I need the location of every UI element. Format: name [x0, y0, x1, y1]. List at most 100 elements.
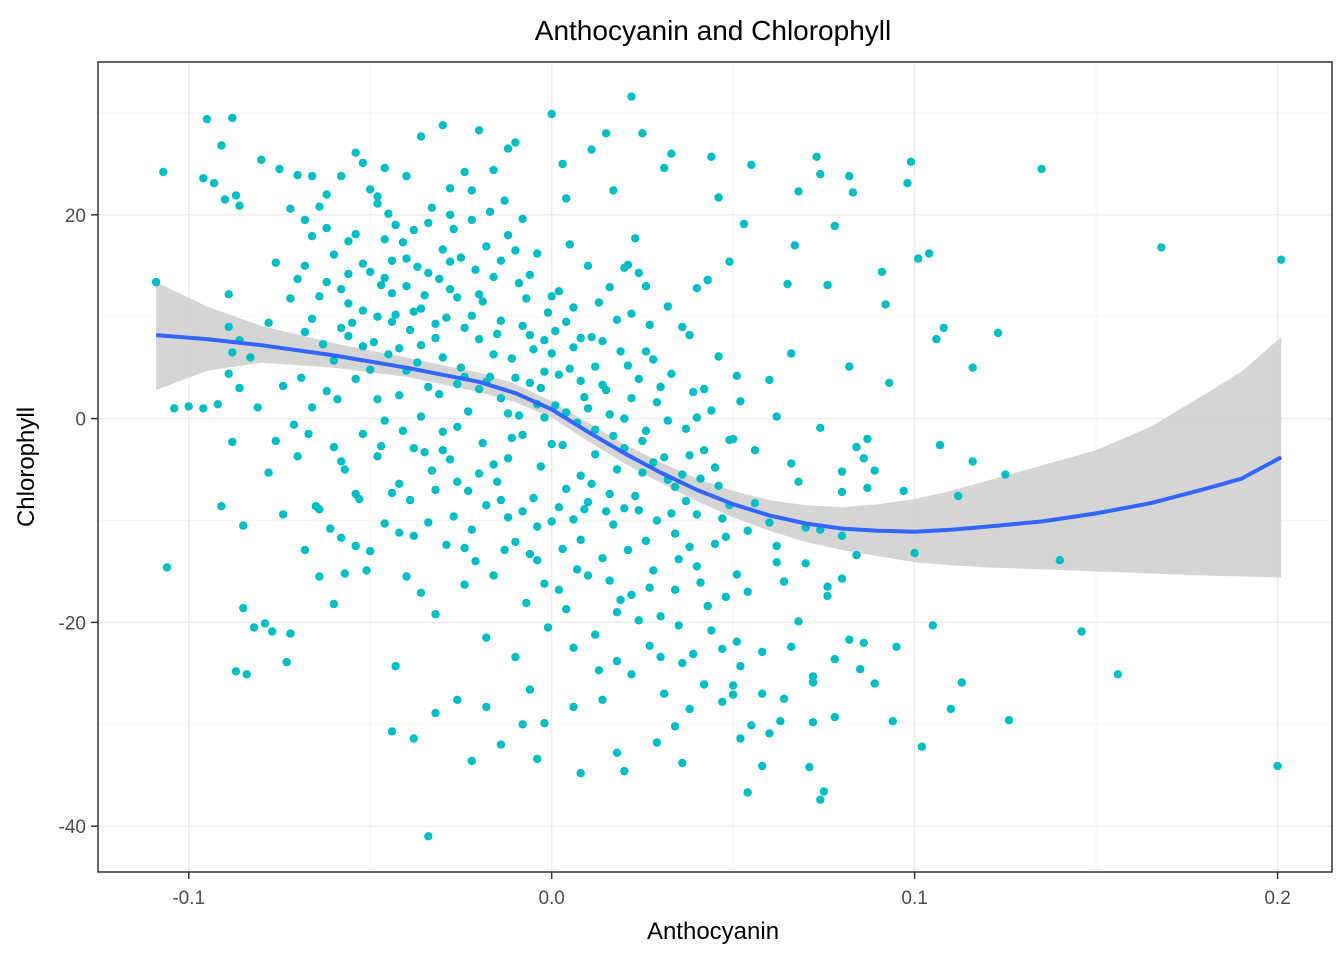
data-point	[391, 220, 400, 230]
data-point	[638, 129, 647, 138]
data-point	[1273, 761, 1282, 771]
data-point	[816, 423, 825, 432]
data-point	[652, 398, 662, 407]
y-tick-label: -40	[59, 817, 86, 838]
data-point	[449, 224, 458, 234]
data-point	[692, 510, 702, 519]
data-point	[358, 429, 368, 439]
data-point	[496, 394, 506, 403]
data-point	[427, 466, 437, 475]
data-point	[503, 513, 513, 522]
data-point	[772, 541, 781, 551]
data-point	[609, 186, 618, 195]
data-point	[631, 234, 640, 243]
data-point	[362, 566, 371, 575]
data-point	[420, 291, 429, 300]
data-point	[366, 546, 375, 556]
data-point	[580, 393, 589, 402]
data-point	[337, 457, 346, 466]
data-point	[413, 358, 422, 367]
data-point	[300, 545, 310, 555]
data-point	[380, 273, 389, 283]
data-point	[217, 502, 226, 511]
data-point	[605, 489, 614, 499]
data-point	[307, 232, 317, 241]
data-point	[547, 349, 556, 358]
data-point	[453, 379, 462, 389]
data-point	[293, 274, 302, 284]
data-point	[924, 249, 934, 258]
data-point	[268, 627, 277, 636]
data-point	[667, 509, 676, 518]
data-point	[765, 729, 774, 738]
data-point	[562, 408, 571, 417]
data-point	[1055, 556, 1065, 565]
data-point	[863, 483, 872, 493]
data-point	[282, 657, 291, 667]
data-point	[591, 425, 600, 434]
data-point	[605, 576, 614, 585]
data-point	[641, 426, 651, 435]
data-point	[583, 498, 593, 507]
data-point	[503, 231, 513, 240]
data-point	[533, 249, 542, 258]
data-point	[239, 521, 248, 530]
data-point	[405, 325, 415, 335]
data-point	[427, 203, 437, 212]
data-point	[747, 721, 756, 730]
data-point	[699, 384, 709, 394]
data-point	[837, 487, 847, 497]
data-point	[170, 404, 179, 413]
data-point	[380, 416, 389, 425]
data-point	[598, 337, 607, 346]
data-point	[569, 515, 578, 524]
data-point	[736, 397, 745, 406]
data-point	[710, 463, 720, 472]
data-point	[387, 317, 397, 326]
data-point	[202, 114, 212, 124]
data-point	[431, 319, 440, 328]
data-point	[307, 403, 317, 412]
data-point	[435, 390, 444, 399]
data-point	[551, 401, 560, 410]
data-point	[518, 720, 527, 729]
data-point	[293, 170, 302, 180]
data-point	[663, 416, 672, 425]
data-point	[253, 403, 262, 412]
data-point	[572, 565, 582, 574]
data-point	[703, 275, 712, 285]
data-point	[467, 756, 476, 766]
data-point	[641, 536, 651, 546]
data-point	[1157, 243, 1166, 252]
data-point	[162, 563, 172, 572]
data-point	[721, 532, 731, 541]
data-point	[358, 259, 368, 268]
data-point	[620, 414, 629, 423]
data-point	[431, 333, 440, 343]
data-point	[358, 342, 368, 351]
data-point	[511, 373, 520, 382]
data-point	[231, 191, 241, 200]
data-point	[750, 446, 760, 455]
data-point	[445, 184, 455, 193]
data-point	[438, 353, 447, 362]
data-point	[431, 708, 440, 718]
data-point	[485, 207, 495, 216]
data-point	[431, 610, 440, 619]
data-point	[670, 482, 680, 492]
data-point	[845, 635, 854, 644]
data-point	[837, 574, 847, 583]
data-point	[660, 453, 669, 462]
data-point	[478, 438, 487, 448]
data-point	[453, 422, 462, 431]
data-point	[322, 386, 331, 396]
data-point	[914, 254, 923, 263]
data-point	[903, 179, 912, 188]
data-point	[271, 436, 280, 446]
data-point	[482, 702, 491, 712]
data-point	[689, 387, 698, 397]
data-point	[667, 149, 676, 158]
data-point	[380, 163, 389, 173]
data-point	[424, 518, 433, 527]
data-point	[467, 215, 476, 225]
